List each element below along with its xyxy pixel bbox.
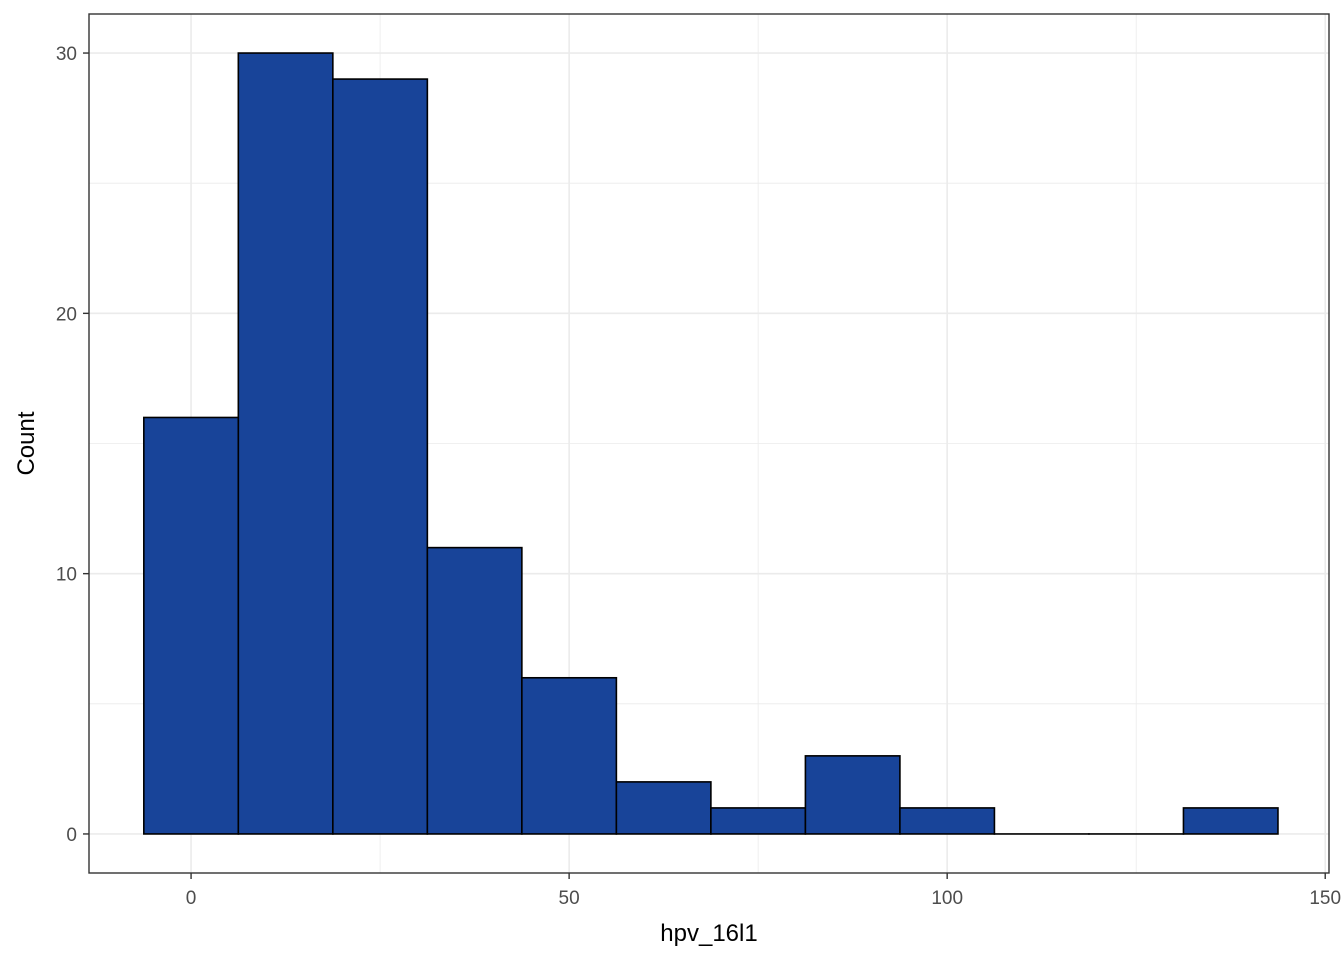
y-tick-label: 10 <box>56 565 77 586</box>
histogram-bar <box>237 52 334 835</box>
y-tick-label: 20 <box>56 304 77 325</box>
histogram-bar <box>143 416 240 835</box>
histogram-bar <box>804 755 901 835</box>
y-tick-label: 0 <box>66 825 77 846</box>
axis-ticks: 0 50 100 150 0 10 20 30 <box>56 44 1341 909</box>
x-axis-title: hpv_16l1 <box>660 920 757 947</box>
histogram-bar <box>710 807 807 835</box>
x-tick-label: 100 <box>931 888 963 909</box>
panel-border <box>88 13 1330 874</box>
histogram-bar <box>521 676 618 835</box>
histogram-bar <box>1182 807 1279 835</box>
x-tick-label: 150 <box>1309 888 1341 909</box>
x-tick-label: 0 <box>186 888 197 909</box>
histogram-bar <box>899 807 996 835</box>
y-tick-label: 30 <box>56 44 77 65</box>
histogram-bar <box>615 781 712 835</box>
histogram-bars <box>143 52 1279 835</box>
histogram-bar <box>332 78 429 835</box>
histogram-bar <box>426 546 523 835</box>
y-axis-title: Count <box>13 411 40 475</box>
x-tick-label: 50 <box>559 888 580 909</box>
